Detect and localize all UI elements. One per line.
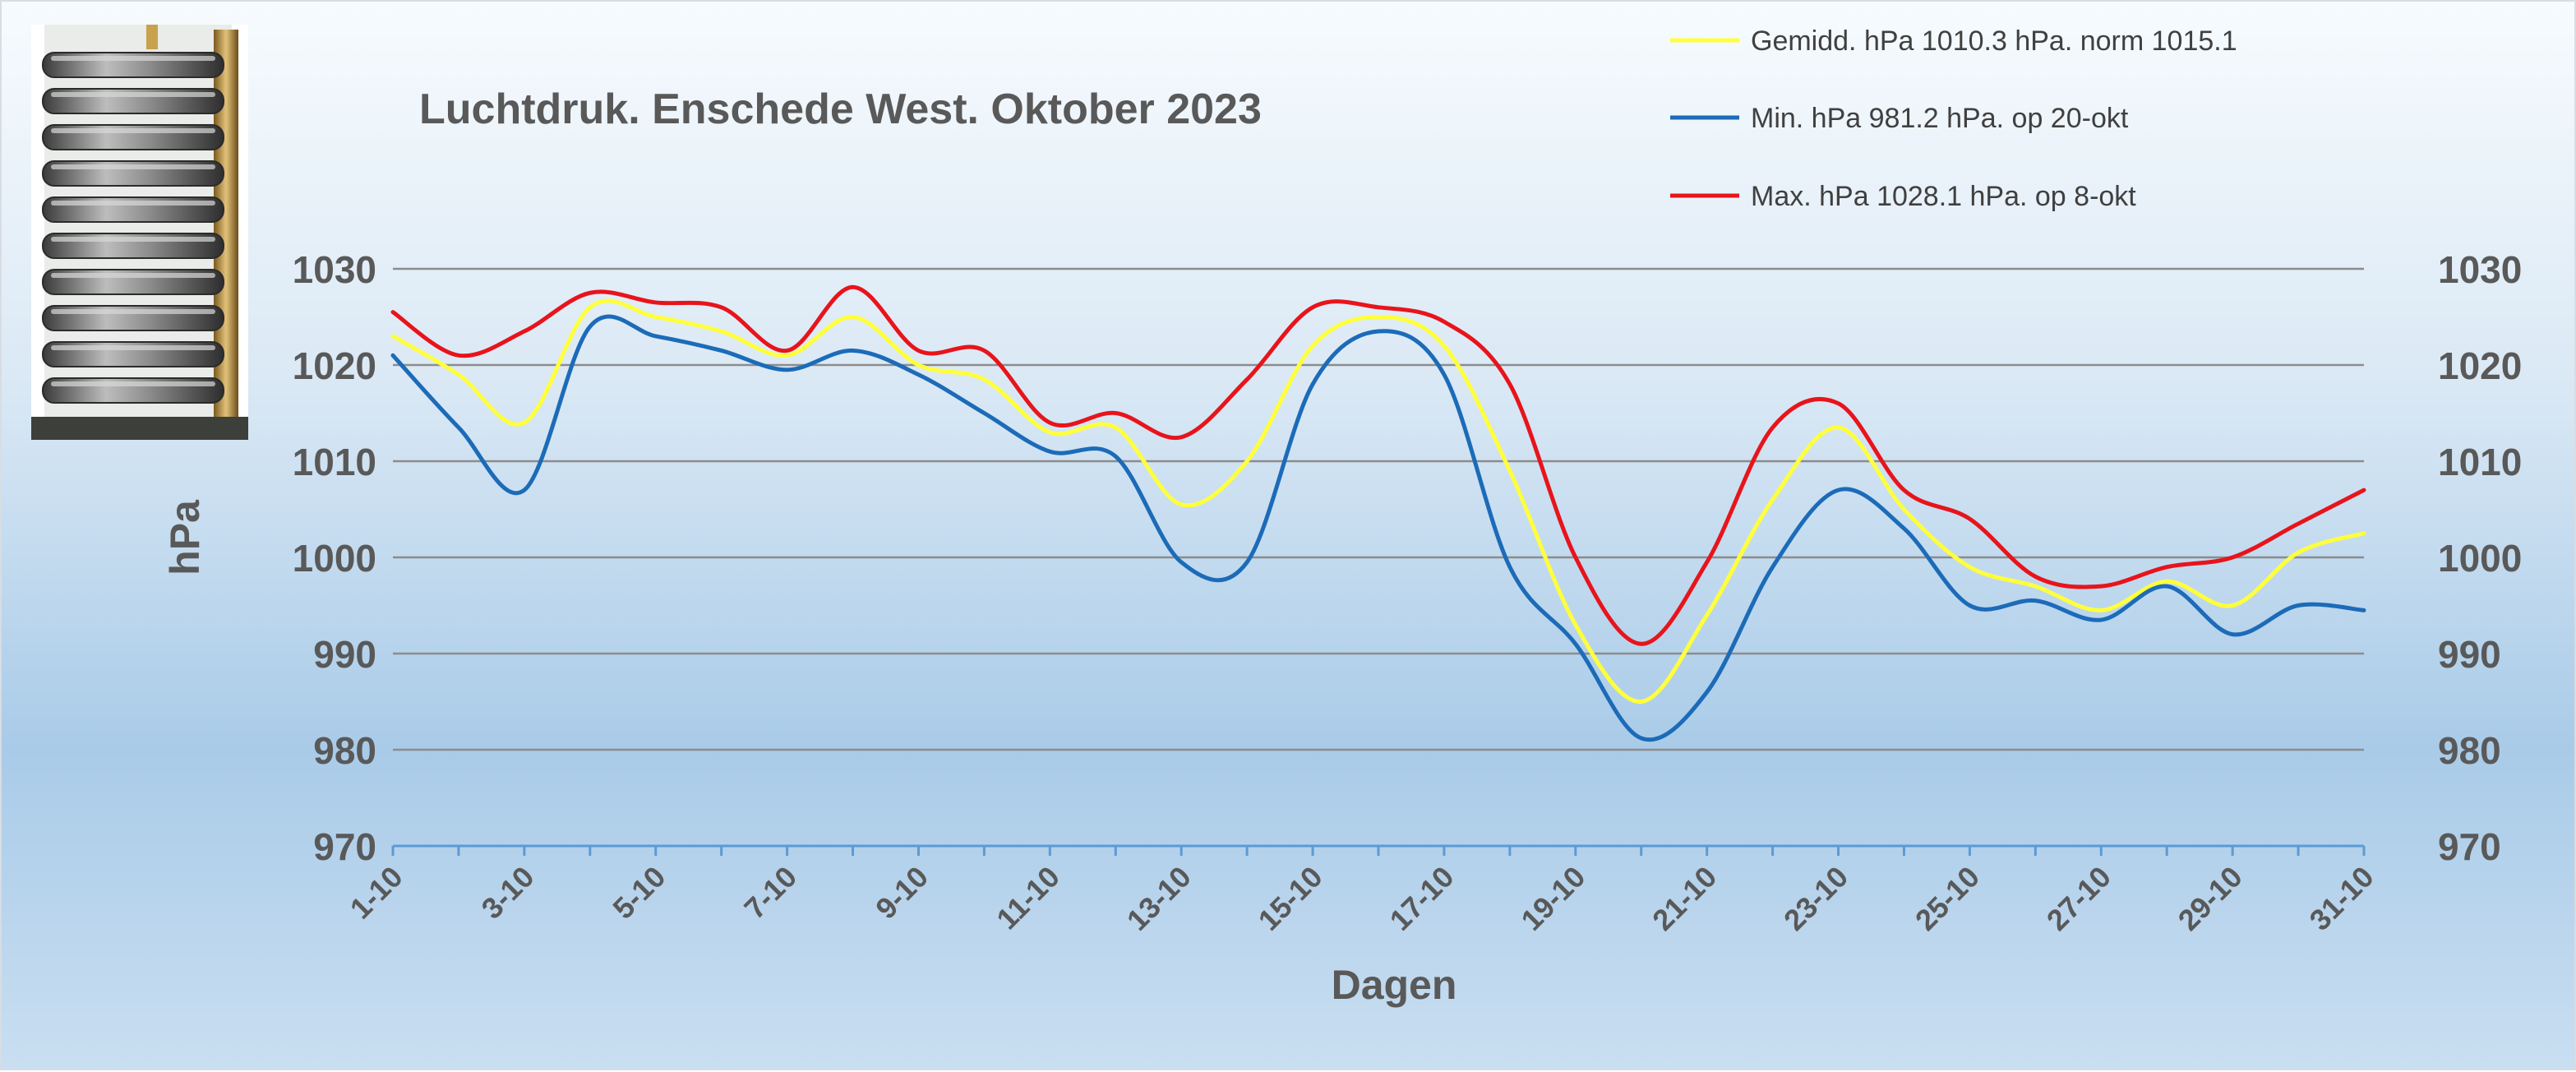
x-tick-label: 29-10 [2172,860,2249,937]
y-tick-label-right: 1030 [2438,248,2522,291]
y-tick-label-right: 1000 [2438,537,2522,580]
x-tick-label: 9-10 [869,860,935,926]
y-tick-label-right: 990 [2438,633,2501,676]
x-tick-label: 1-10 [344,860,409,926]
x-tick-label: 19-10 [1514,860,1591,937]
y-axis-left: 970 980 990 1000 1010 1020 1030 [293,248,376,868]
x-tick-label: 3-10 [475,860,541,926]
series-lines [390,284,2366,742]
y-tick-label-left: 1020 [293,344,376,387]
x-axis-title: Dagen [1332,962,1457,1008]
x-tick-label: 31-10 [2303,860,2380,937]
x-tick-label: 23-10 [1777,860,1854,937]
x-tick-label: 15-10 [1252,860,1329,937]
y-axis-right: 970 980 990 1000 1010 1020 1030 [2438,248,2522,868]
series-line-2 [390,284,2366,646]
y-tick-label-right: 1020 [2438,344,2522,387]
x-tick-label: 21-10 [1646,860,1723,937]
legend-label: Min. hPa 981.2 hPa. op 20-okt [1751,103,2129,134]
legend-label: Gemidd. hPa 1010.3 hPa. norm 1015.1 [1751,25,2237,57]
x-tick-label: 5-10 [606,860,672,926]
x-tick-label: 7-10 [737,860,803,926]
x-tick-label: 11-10 [990,860,1066,936]
gridlines [393,267,2364,751]
y-tick-label-left: 1000 [293,537,376,580]
x-tick-label: 27-10 [2040,860,2117,937]
y-tick-label-left: 980 [313,729,376,772]
y-tick-label-left: 990 [313,633,376,676]
y-tick-label-right: 1010 [2438,441,2522,483]
y-tick-label-right: 970 [2438,825,2501,868]
y-tick-label-left: 970 [313,825,376,868]
series-line-0 [390,298,2366,704]
x-axis: 1-10 3-10 5-10 7-10 9-10 11-10 13-10 15-10 17-10… [344,844,2380,937]
legend-label: Max. hPa 1028.1 hPa. op 8-okt [1751,181,2136,212]
y-axis-title: hPa [162,499,208,575]
series-line-1 [390,314,2366,742]
chart-title: Luchtdruk. Enschede West. Oktober 2023 [419,85,1262,133]
y-tick-label-left: 1030 [293,248,376,291]
legend: Gemidd. hPa 1010.3 hPa. norm 1015.1 Min. … [1670,25,2237,212]
barometer-photo [31,25,248,440]
x-tick-label: 25-10 [1909,860,1986,937]
x-tick-label: 13-10 [1120,860,1198,937]
y-tick-label-right: 980 [2438,729,2501,772]
y-tick-label-left: 1010 [293,441,376,483]
x-tick-label: 17-10 [1383,860,1460,937]
